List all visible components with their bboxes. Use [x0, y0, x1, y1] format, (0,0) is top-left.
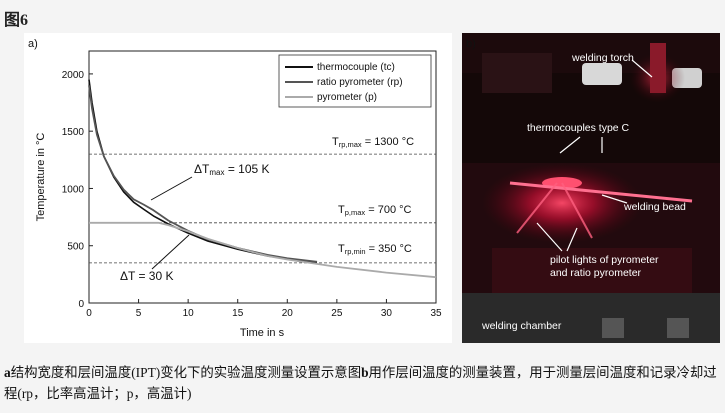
y-tick-label: 2000 [62, 70, 85, 81]
legend: thermocouple (tc) ratio pyrometer (rp) p… [278, 54, 432, 108]
annotation-dt-max-pointer [150, 176, 193, 201]
x-tick-label: 35 [430, 308, 442, 319]
axis-ticks: 0 5 10 15 20 25 30 35 0 500 1000 1500 2000 [62, 70, 442, 319]
panel-a-label: a) [28, 38, 38, 50]
x-tick-label: 10 [183, 308, 195, 319]
annotation-dt-30: ΔT = 30 K [120, 269, 174, 283]
figure-title: 图6 [4, 12, 29, 29]
cooling-curve-chart: a) 0 5 10 15 20 25 30 35 0 500 1000 1500 2000 Time i… [28, 38, 442, 339]
y-axis-label: Temperature in °C [35, 133, 47, 222]
x-axis-label: Time in s [240, 327, 285, 339]
y-tick-label: 0 [78, 299, 84, 310]
panel-a: a) 0 5 10 15 20 25 30 35 0 500 1000 1500 2000 Time i… [24, 33, 452, 343]
label-welding-chamber: welding chamber [481, 320, 562, 332]
panel-b: b) welding torch thermocouples type C we… [462, 33, 720, 343]
legend-label-rp: ratio pyrometer (rp) [317, 77, 403, 88]
ref-label-rp-max: Trp,max = 1300 °C [332, 136, 414, 149]
label-pilot-lights-1: pilot lights of pyrometer [550, 254, 659, 266]
light-fixture-left [582, 63, 622, 85]
caption-text-b: 用作层间温度的测量装置，用于测量层间温度和记录冷却过程(rp，比率高温计；p，高… [4, 365, 717, 401]
x-tick-label: 5 [136, 308, 142, 319]
x-tick-label: 20 [282, 308, 294, 319]
caption-text-a: 结构宽度和层间温度(IPT)变化下的实验温度测量设置示意图 [10, 365, 362, 380]
pilot-light-2 [561, 182, 593, 239]
caption-mark-b: b [361, 365, 369, 380]
series-lines [88, 79, 437, 279]
x-tick-label: 15 [232, 308, 244, 319]
series-line-2 [89, 221, 437, 279]
measurement-setup-photo: b) welding torch thermocouples type C we… [462, 33, 720, 343]
pilot-light-1 [516, 182, 558, 234]
x-tick-label: 0 [86, 308, 92, 319]
x-tick-label: 25 [331, 308, 343, 319]
label-thermocouples: thermocouples type C [527, 122, 630, 134]
x-tick-label: 30 [381, 308, 393, 319]
welding-torch [650, 43, 666, 93]
legend-label-tc: thermocouple (tc) [317, 62, 395, 73]
label-pilot-lights-2: and ratio pyrometer [550, 267, 642, 279]
legend-label-p: pyrometer (p) [317, 92, 377, 103]
y-tick-label: 1000 [62, 184, 85, 195]
weld-glow [482, 163, 642, 243]
chamber-wall [482, 53, 552, 93]
annotation-dt-max: ΔTmax = 105 K [194, 162, 270, 177]
y-tick-label: 500 [67, 242, 84, 253]
ref-label-p-max: Tp,max = 700 °C [338, 204, 412, 217]
label-welding-bead: welding bead [623, 201, 686, 213]
plot-frame [88, 50, 437, 304]
figure-caption: a结构宽度和层间温度(IPT)变化下的实验温度测量设置示意图b用作层间温度的测量… [4, 362, 720, 404]
annotation-dt-30-pointer [151, 234, 190, 270]
panel-b-label: b) [466, 38, 476, 50]
welding-bead [509, 181, 693, 203]
label-welding-torch: welding torch [571, 52, 634, 64]
caption-mark-a: a [4, 365, 11, 380]
ref-label-rp-min: Trp,min = 350 °C [338, 243, 412, 256]
y-tick-label: 1500 [62, 127, 85, 138]
